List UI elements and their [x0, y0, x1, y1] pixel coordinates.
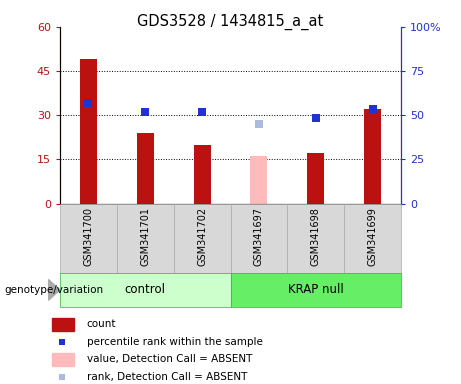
Bar: [52, 353, 75, 366]
Text: GSM341698: GSM341698: [311, 207, 321, 266]
Point: [255, 121, 263, 127]
Bar: [60, 273, 230, 307]
Bar: [194, 145, 211, 204]
Text: GSM341702: GSM341702: [197, 207, 207, 266]
Bar: [287, 204, 344, 273]
Point: [85, 100, 92, 106]
Bar: [60, 204, 117, 273]
Bar: [307, 154, 324, 204]
Point: [369, 106, 376, 113]
Bar: [230, 273, 401, 307]
Bar: [117, 204, 174, 273]
Bar: [174, 204, 230, 273]
Polygon shape: [48, 280, 60, 300]
Text: count: count: [87, 319, 116, 329]
Text: GSM341699: GSM341699: [367, 207, 378, 266]
Point: [142, 109, 149, 115]
Bar: [52, 318, 75, 331]
Text: GSM341701: GSM341701: [140, 207, 150, 266]
Bar: [80, 59, 97, 204]
Text: value, Detection Call = ABSENT: value, Detection Call = ABSENT: [87, 354, 252, 364]
Bar: [364, 109, 381, 204]
Point: [59, 339, 66, 345]
Bar: [250, 156, 267, 204]
Text: control: control: [125, 283, 165, 296]
Text: rank, Detection Call = ABSENT: rank, Detection Call = ABSENT: [87, 372, 247, 382]
Bar: [230, 204, 287, 273]
Bar: [136, 133, 154, 204]
Point: [59, 374, 66, 380]
Point: [312, 115, 319, 121]
Text: genotype/variation: genotype/variation: [5, 285, 104, 295]
Text: percentile rank within the sample: percentile rank within the sample: [87, 337, 263, 347]
Text: GSM341700: GSM341700: [83, 207, 94, 266]
Point: [198, 109, 206, 115]
Text: GDS3528 / 1434815_a_at: GDS3528 / 1434815_a_at: [137, 13, 324, 30]
Text: GSM341697: GSM341697: [254, 207, 264, 266]
Text: KRAP null: KRAP null: [288, 283, 343, 296]
Bar: [344, 204, 401, 273]
